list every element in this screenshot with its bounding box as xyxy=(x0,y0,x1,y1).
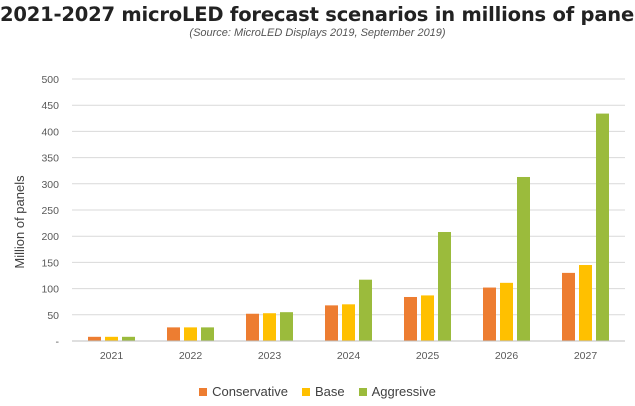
x-tick-label: 2021 xyxy=(100,350,124,362)
y-tick-label: 450 xyxy=(41,100,59,112)
gridlines xyxy=(72,78,625,316)
chart-legend: Conservative Base Aggressive xyxy=(0,384,635,399)
legend-label-base: Base xyxy=(314,384,345,399)
bar-conservative-2027 xyxy=(562,272,575,341)
legend-label-aggressive: Aggressive xyxy=(371,384,436,399)
x-tick-label: 2023 xyxy=(258,350,282,362)
bar-base-2024 xyxy=(342,304,355,341)
chart-subtitle: (Source: MicroLED Displays 2019, Septemb… xyxy=(189,27,446,39)
bar-base-2023 xyxy=(263,313,276,341)
legend-swatch-aggressive xyxy=(358,387,367,396)
legend-label-conservative: Conservative xyxy=(212,384,288,399)
bar-aggressive-2023 xyxy=(280,312,293,341)
bar-conservative-2023 xyxy=(246,313,259,341)
y-axis-label: Million of panels xyxy=(12,175,27,269)
chart-title: 2021-2027 microLED forecast scenarios in… xyxy=(0,3,635,26)
bar-conservative-2024 xyxy=(325,305,338,341)
x-tick-label: 2022 xyxy=(179,350,203,362)
legend-item-conservative: Conservative xyxy=(199,384,288,399)
y-tick-label: 50 xyxy=(47,310,59,322)
bar-aggressive-2026 xyxy=(517,176,530,341)
bar-conservative-2021 xyxy=(88,336,101,341)
x-axis-ticks: 2021 2022 2023 2024 2025 2026 2027 xyxy=(100,350,598,362)
bar-aggressive-2022 xyxy=(201,327,214,341)
x-tick-label: 2027 xyxy=(574,350,598,362)
y-tick-label: 100 xyxy=(41,284,59,296)
x-tick-label: 2025 xyxy=(416,350,440,362)
y-tick-label: - xyxy=(56,336,60,348)
y-tick-label: 500 xyxy=(41,74,59,86)
x-tick-label: 2024 xyxy=(337,350,361,362)
legend-item-aggressive: Aggressive xyxy=(358,384,436,399)
y-tick-label: 300 xyxy=(41,179,59,191)
bar-base-2025 xyxy=(421,295,434,341)
y-tick-label: 200 xyxy=(41,231,59,243)
y-axis-ticks: - 50 100 150 200 250 300 350 400 450 500 xyxy=(41,74,59,348)
x-tick-label: 2026 xyxy=(495,350,519,362)
legend-swatch-conservative xyxy=(199,387,208,396)
y-tick-label: 150 xyxy=(41,257,59,269)
bars xyxy=(88,113,609,341)
bar-aggressive-2021 xyxy=(122,336,135,341)
legend-item-base: Base xyxy=(301,384,345,399)
bar-conservative-2025 xyxy=(404,296,417,341)
bar-base-2027 xyxy=(579,265,592,341)
bar-aggressive-2024 xyxy=(359,279,372,341)
y-tick-label: 350 xyxy=(41,153,59,165)
legend-swatch-base xyxy=(301,387,310,396)
y-tick-label: 250 xyxy=(41,205,59,217)
bar-conservative-2022 xyxy=(167,327,180,341)
bar-base-2026 xyxy=(500,282,513,341)
bar-conservative-2026 xyxy=(483,287,496,341)
bar-base-2021 xyxy=(105,336,118,341)
bar-aggressive-2027 xyxy=(596,113,609,341)
y-tick-label: 400 xyxy=(41,126,59,138)
bar-base-2022 xyxy=(184,327,197,341)
bar-aggressive-2025 xyxy=(438,232,451,341)
